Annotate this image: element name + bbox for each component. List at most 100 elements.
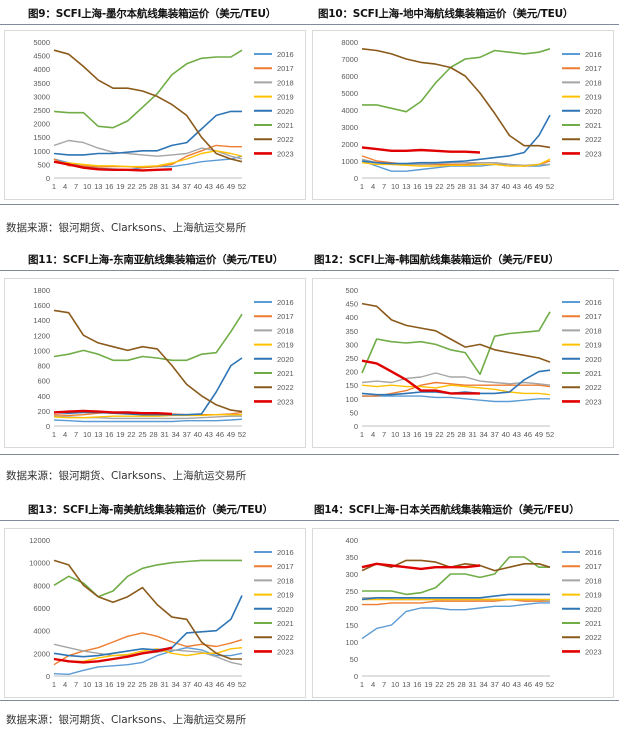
legend-label-2020: 2020 bbox=[277, 355, 294, 364]
x-tick-label: 43 bbox=[513, 182, 521, 191]
title-divider-2 bbox=[0, 270, 619, 271]
x-tick-label: 4 bbox=[63, 182, 67, 191]
legend-label-2023: 2023 bbox=[277, 647, 294, 656]
x-tick-label: 34 bbox=[171, 182, 179, 191]
legend-label-2020: 2020 bbox=[585, 605, 602, 614]
y-tick-label: 10000 bbox=[29, 559, 50, 568]
y-tick-label: 350 bbox=[345, 327, 358, 336]
x-tick-label: 37 bbox=[491, 182, 499, 191]
x-tick-label: 7 bbox=[382, 680, 386, 689]
series-line-2022 bbox=[53, 309, 243, 413]
legend-label-2021: 2021 bbox=[585, 369, 602, 378]
x-tick-label: 22 bbox=[435, 182, 443, 191]
x-tick-label: 13 bbox=[402, 430, 410, 439]
series-line-2023 bbox=[361, 146, 481, 154]
x-tick-label: 37 bbox=[491, 430, 499, 439]
legend-label-2020: 2020 bbox=[277, 107, 294, 116]
y-tick-label: 50 bbox=[350, 408, 358, 417]
series-line-2021 bbox=[53, 49, 243, 129]
x-tick-label: 52 bbox=[546, 430, 554, 439]
series-line-2016 bbox=[53, 646, 243, 676]
x-tick-label: 43 bbox=[205, 680, 213, 689]
series-line-2023 bbox=[53, 646, 173, 664]
x-tick-label: 34 bbox=[479, 680, 487, 689]
series-line-2020 bbox=[361, 114, 551, 165]
chart-frame bbox=[312, 528, 614, 698]
chart-south-america: 0 2000 4000 6000 8000 10000 12000 1 4 7 10 13 16 19 22… bbox=[4, 528, 306, 698]
x-tick-label: 49 bbox=[535, 680, 543, 689]
y-tick-label: 3000 bbox=[341, 123, 358, 132]
data-source-1: 数据来源：银河期货、Clarksons、上海航运交易所 bbox=[6, 222, 247, 234]
legend-label-2022: 2022 bbox=[277, 633, 294, 642]
legend-label-2018: 2018 bbox=[277, 576, 294, 585]
y-tick-label: 3000 bbox=[33, 92, 50, 101]
x-tick-label: 40 bbox=[502, 430, 510, 439]
x-tick-label: 37 bbox=[183, 182, 191, 191]
x-tick-label: 25 bbox=[138, 680, 146, 689]
legend-label-2017: 2017 bbox=[585, 64, 602, 73]
x-tick-label: 19 bbox=[116, 430, 124, 439]
x-tick-label: 19 bbox=[116, 182, 124, 191]
y-tick-label: 150 bbox=[345, 381, 358, 390]
y-tick-label: 1200 bbox=[33, 331, 50, 340]
x-tick-label: 31 bbox=[468, 430, 476, 439]
y-tick-label: 4000 bbox=[33, 65, 50, 74]
y-tick-label: 1500 bbox=[33, 133, 50, 142]
legend-label-2017: 2017 bbox=[277, 312, 294, 321]
y-tick-label: 4500 bbox=[33, 52, 50, 61]
x-tick-label: 16 bbox=[413, 182, 421, 191]
y-tick-label: 2500 bbox=[33, 106, 50, 115]
x-tick-label: 19 bbox=[424, 680, 432, 689]
series-line-2020 bbox=[53, 110, 242, 156]
series-line-2023 bbox=[53, 409, 173, 416]
y-tick-label: 1000 bbox=[33, 346, 50, 355]
chart-title-9: 图9：SCFI上海-墨尔本航线集装箱运价（美元/TEU） bbox=[28, 8, 277, 20]
chart-title-14: 图14：SCFI上海-日本关西航线集装箱运价（美元/FEU） bbox=[314, 504, 580, 516]
legend-label-2018: 2018 bbox=[277, 326, 294, 335]
x-tick-label: 49 bbox=[535, 430, 543, 439]
source-divider-1 bbox=[0, 204, 619, 205]
y-tick-label: 0 bbox=[46, 672, 50, 681]
x-tick-label: 46 bbox=[524, 182, 532, 191]
chart-title-13: 图13：SCFI上海-南美航线集装箱运价（美元/TEU） bbox=[28, 504, 273, 516]
x-tick-label: 1 bbox=[360, 680, 364, 689]
source-divider-3 bbox=[0, 700, 619, 701]
x-tick-label: 19 bbox=[116, 680, 124, 689]
x-tick-label: 16 bbox=[413, 430, 421, 439]
x-tick-label: 28 bbox=[457, 680, 465, 689]
x-tick-label: 19 bbox=[424, 182, 432, 191]
y-tick-label: 0 bbox=[46, 422, 50, 431]
series-line-2017 bbox=[53, 632, 243, 666]
x-tick-label: 16 bbox=[105, 680, 113, 689]
x-tick-label: 7 bbox=[382, 182, 386, 191]
series-line-2021 bbox=[53, 559, 242, 598]
y-tick-label: 100 bbox=[345, 395, 358, 404]
x-tick-label: 37 bbox=[491, 680, 499, 689]
legend-label-2016: 2016 bbox=[277, 298, 294, 307]
x-tick-label: 52 bbox=[546, 182, 554, 191]
legend-label-2023: 2023 bbox=[585, 149, 602, 158]
legend-label-2020: 2020 bbox=[277, 605, 294, 614]
title-divider-1 bbox=[0, 24, 619, 25]
x-tick-label: 4 bbox=[63, 430, 67, 439]
y-tick-label: 4000 bbox=[341, 106, 358, 115]
series-line-2020 bbox=[53, 357, 243, 416]
y-tick-label: 0 bbox=[354, 422, 358, 431]
series-line-2021 bbox=[53, 313, 243, 362]
x-tick-label: 49 bbox=[227, 680, 235, 689]
series-line-2021 bbox=[362, 48, 551, 113]
chart-title-10: 图10：SCFI上海-地中海航线集装箱运价（美元/TEU） bbox=[318, 8, 574, 20]
y-tick-label: 250 bbox=[345, 587, 358, 596]
x-tick-label: 52 bbox=[238, 430, 246, 439]
x-tick-label: 52 bbox=[238, 182, 246, 191]
x-tick-label: 10 bbox=[391, 182, 399, 191]
chart-title-11: 图11：SCFI上海-东南亚航线集装箱运价（美元/TEU） bbox=[28, 254, 284, 266]
x-tick-label: 7 bbox=[74, 430, 78, 439]
x-tick-label: 4 bbox=[63, 680, 67, 689]
x-tick-label: 13 bbox=[402, 182, 410, 191]
legend-label-2019: 2019 bbox=[585, 591, 602, 600]
x-tick-label: 10 bbox=[83, 680, 91, 689]
series-line-2016 bbox=[53, 418, 243, 423]
chart-mediterranean: 0 1000 2000 3000 4000 5000 6000 7000 8000 1 4 7 10 13… bbox=[312, 30, 614, 200]
